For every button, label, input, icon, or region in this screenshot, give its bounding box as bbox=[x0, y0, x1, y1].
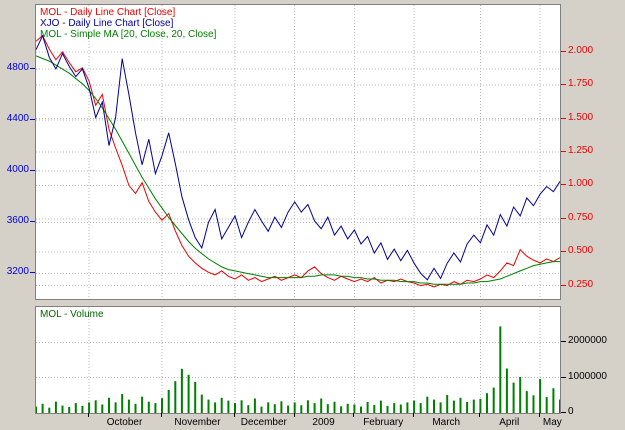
legend-item[interactable]: XJO - Daily Line Chart [Close] bbox=[40, 18, 174, 29]
price-axis-right-label: 1.500 bbox=[568, 111, 594, 123]
legend-item[interactable]: MOL - Daily Line Chart [Close] bbox=[40, 7, 176, 18]
price-axis-right-label: 1.250 bbox=[568, 145, 594, 156]
price-axis-left-label: 3600 bbox=[6, 215, 29, 227]
axis-tick bbox=[561, 377, 566, 378]
axis-tick bbox=[561, 341, 566, 342]
price-axis-right-label: 1.750 bbox=[568, 78, 594, 90]
axis-tick bbox=[561, 84, 566, 85]
axis-tick bbox=[561, 151, 566, 152]
axis-tick bbox=[561, 285, 566, 286]
date-axis-label: 2009 bbox=[312, 417, 335, 428]
volume-axis-label: 1000000 bbox=[568, 370, 607, 382]
price-axis-right-label: 0.500 bbox=[568, 245, 594, 257]
date-axis-label: February bbox=[363, 417, 404, 428]
volume-plot[interactable] bbox=[36, 307, 560, 413]
date-axis-label: May bbox=[542, 417, 562, 428]
axis-tick bbox=[561, 218, 566, 219]
price-axis-left-label: 4000 bbox=[6, 164, 29, 176]
price-chart-legend: MOL - Daily Line Chart [Close] XJO - Dai… bbox=[40, 7, 216, 40]
price-axis-right-label: 0.750 bbox=[568, 211, 594, 223]
price-chart-pane[interactable]: MOL - Daily Line Chart [Close] XJO - Dai… bbox=[35, 4, 561, 300]
price-axis-right-label: 2.000 bbox=[568, 44, 594, 56]
axis-tick bbox=[561, 412, 566, 413]
volume-axis-label: 2000000 bbox=[568, 335, 607, 347]
axis-tick bbox=[561, 184, 566, 185]
legend-item[interactable]: MOL - Simple MA [20, Close, 20, Close] bbox=[40, 29, 217, 40]
volume-legend: MOL - Volume bbox=[40, 309, 104, 320]
date-axis-label: December bbox=[240, 417, 287, 428]
price-axis-left-label: 4800 bbox=[6, 61, 29, 73]
price-axis-right-label: 0.250 bbox=[568, 278, 594, 290]
date-axis-label: October bbox=[106, 417, 143, 428]
axis-tick bbox=[561, 118, 566, 119]
axis-tick bbox=[561, 51, 566, 52]
date-axis-label: November bbox=[174, 417, 221, 428]
axis-tick bbox=[561, 251, 566, 252]
date-axis-label: April bbox=[499, 417, 520, 428]
volume-pane[interactable]: MOL - Volume bbox=[35, 306, 561, 414]
volume-legend-label[interactable]: MOL - Volume bbox=[40, 309, 104, 320]
price-axis-left-label: 4400 bbox=[6, 113, 29, 125]
price-chart-plot[interactable] bbox=[36, 5, 560, 299]
volume-axis-label: 0 bbox=[568, 406, 574, 417]
date-axis-label: March bbox=[432, 417, 461, 428]
price-axis-right-label: 1.000 bbox=[568, 178, 594, 190]
price-axis-left-label: 3200 bbox=[6, 266, 29, 278]
